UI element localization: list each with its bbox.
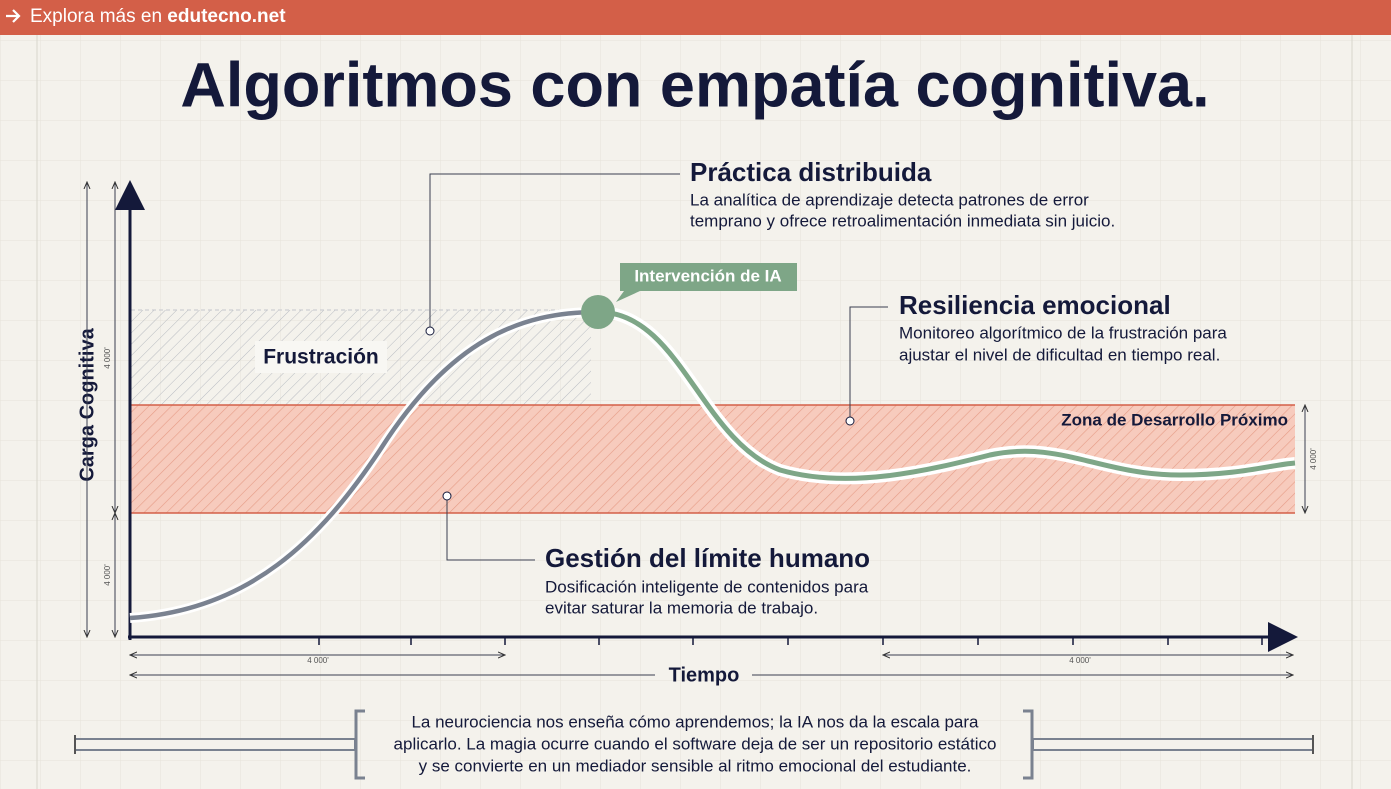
quote-line: aplicarlo. La magia ocurre cuando el sof… — [394, 734, 997, 753]
dimension-label: 4 000' — [307, 656, 329, 665]
callout-text: Dosificación inteligente de contenidos p… — [545, 577, 869, 596]
callout-leader — [429, 173, 680, 330]
callout-title: Gestión del límite humano — [545, 543, 870, 573]
banner-text: Explora más en edutecno.net — [30, 6, 286, 27]
peak-marker — [581, 295, 615, 329]
callout-text: evitar saturar la memoria de trabajo. — [545, 598, 818, 617]
callout-text: Monitoreo algorítmico de la frustración … — [899, 323, 1227, 342]
callout-text: temprano y ofrece retroalimentación inme… — [690, 211, 1115, 230]
callout-text: ajustar el nivel de dificultad en tiempo… — [899, 345, 1220, 364]
banner-arrow-icon — [6, 9, 21, 23]
dimension-label: 4 000' — [103, 347, 112, 369]
peak-label: Intervención de IA — [634, 266, 781, 285]
callout-title: Resiliencia emocional — [899, 290, 1171, 320]
banner-link[interactable]: edutecno.net — [167, 6, 286, 27]
dimension-label: 4 000' — [1309, 448, 1318, 470]
quote-rails — [74, 709, 1314, 780]
callout-title: Práctica distribuida — [690, 157, 932, 187]
peak-label-box — [616, 263, 797, 302]
callout-text: La analítica de aprendizaje detecta patr… — [690, 190, 1089, 209]
load-curve-rise — [129, 309, 599, 621]
quote-line: y se convierte en un mediador sensible a… — [419, 756, 972, 775]
x-axis-ticks — [318, 637, 1263, 645]
x-axis-label: Tiempo — [669, 664, 740, 686]
callout-dot — [845, 416, 855, 426]
frustration-label-bg — [255, 341, 387, 373]
callout-dot — [425, 326, 435, 336]
zdp-label: Zona de Desarrollo Próximo — [1061, 410, 1288, 429]
dimension-label: 4 000' — [1069, 656, 1091, 665]
callout-leader — [446, 497, 535, 561]
frustration-label: Frustración — [263, 346, 379, 369]
load-curve-regulated — [597, 309, 1296, 481]
banner-prefix: Explora más en — [30, 6, 162, 27]
callout-dot — [442, 491, 452, 501]
quote-line: La neurociencia nos enseña cómo aprendem… — [411, 712, 979, 731]
callout-leader — [849, 306, 888, 420]
dimension-label: 4 000' — [103, 564, 112, 586]
banner — [0, 0, 1391, 35]
title: Algoritmos con empatía cognitiva. — [180, 51, 1209, 121]
